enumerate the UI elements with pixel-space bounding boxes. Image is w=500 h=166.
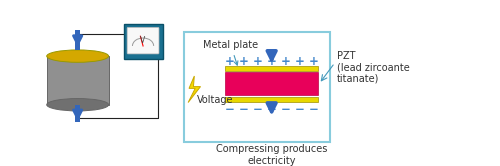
Ellipse shape xyxy=(46,99,108,111)
Text: −: − xyxy=(252,103,262,116)
Text: −: − xyxy=(266,103,276,116)
FancyBboxPatch shape xyxy=(127,27,159,54)
Text: +: + xyxy=(294,55,304,68)
Polygon shape xyxy=(188,76,200,103)
Bar xyxy=(184,32,330,142)
Bar xyxy=(76,105,80,122)
Text: Metal plate: Metal plate xyxy=(203,40,258,65)
Bar xyxy=(226,66,318,71)
Text: Voltage: Voltage xyxy=(197,95,234,105)
Text: −: − xyxy=(224,103,234,116)
Ellipse shape xyxy=(46,50,108,62)
Bar xyxy=(46,56,108,105)
Bar xyxy=(226,97,318,102)
Text: Compressing produces
electricity: Compressing produces electricity xyxy=(216,144,328,166)
Text: +: + xyxy=(308,55,318,68)
Bar xyxy=(226,73,318,95)
Text: −: − xyxy=(294,103,304,116)
Text: +: + xyxy=(280,55,290,68)
Text: PZT
(lead zircoante
titanate): PZT (lead zircoante titanate) xyxy=(336,51,409,84)
Text: +: + xyxy=(266,55,276,68)
Bar xyxy=(76,31,80,50)
Text: +: + xyxy=(238,55,248,68)
Text: +: + xyxy=(252,55,262,68)
Text: V: V xyxy=(140,36,145,45)
Text: −: − xyxy=(280,103,290,116)
Text: +: + xyxy=(224,55,234,68)
Text: −: − xyxy=(308,103,318,116)
Text: −: − xyxy=(238,103,248,116)
FancyBboxPatch shape xyxy=(124,24,162,59)
